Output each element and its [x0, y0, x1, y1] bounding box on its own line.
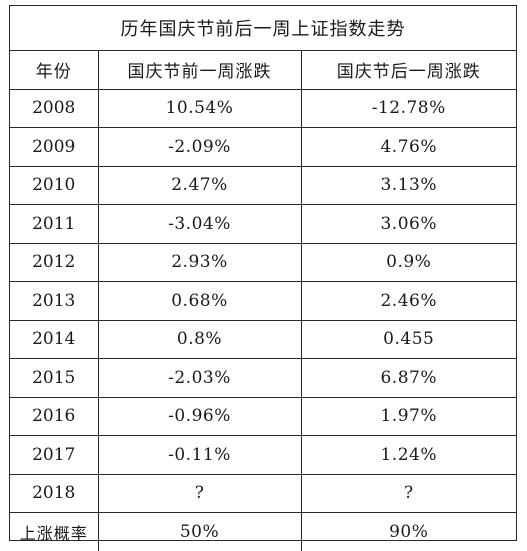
year-cell: 2017	[10, 435, 99, 475]
table-row: 2013 0.68% 2.46%	[10, 281, 516, 321]
after-cell: 0.9%	[301, 243, 516, 282]
table-row: 2011 -3.04% 3.06%	[10, 204, 516, 244]
table-row: 2008 10.54% -12.78%	[10, 89, 516, 128]
before-cell: 0.68%	[98, 281, 302, 321]
before-cell: -0.96%	[98, 397, 302, 436]
after-cell: 6.87%	[301, 358, 516, 398]
table-row: 2017 -0.11% 1.24%	[10, 435, 516, 475]
after-cell: 1.97%	[301, 397, 516, 436]
year-cell: 2008	[10, 89, 99, 128]
before-cell: -2.09%	[98, 127, 302, 167]
table-row: 2010 2.47% 3.13%	[10, 166, 516, 205]
table-row: 2015 -2.03% 6.87%	[10, 358, 516, 398]
year-cell: 2018	[10, 474, 99, 513]
before-cell: 10.54%	[98, 89, 302, 128]
after-cell: 3.13%	[301, 166, 516, 205]
before-cell: -2.03%	[98, 358, 302, 398]
after-cell: ?	[301, 474, 516, 513]
after-cell: 3.06%	[301, 204, 516, 244]
header-after: 国庆节后一周涨跌	[301, 51, 516, 90]
table-title: 历年国庆节前后一周上证指数走势	[10, 6, 516, 51]
year-cell: 2011	[10, 204, 99, 244]
header-row: 年份 国庆节前一周涨跌 国庆节后一周涨跌	[10, 51, 516, 90]
before-cell: -3.04%	[98, 204, 302, 244]
header-before: 国庆节前一周涨跌	[98, 51, 302, 90]
year-cell: 2009	[10, 127, 99, 167]
year-cell: 2014	[10, 320, 99, 359]
summary-after: 90%	[389, 521, 429, 542]
before-cell: ?	[98, 474, 302, 513]
data-table: 年份 国庆节前一周涨跌 国庆节后一周涨跌 2008 10.54% -12.78%…	[10, 51, 516, 551]
year-cell: 2015	[10, 358, 99, 398]
after-cell: -12.78%	[301, 89, 516, 128]
summary-label: 上涨概率	[10, 512, 99, 551]
before-cell: -0.11%	[98, 435, 302, 475]
after-cell: 4.76%	[301, 127, 516, 167]
after-cell: 2.46%	[301, 281, 516, 321]
table-row: 2014 0.8% 0.455	[10, 320, 516, 359]
table-row: 2009 -2.09% 4.76%	[10, 127, 516, 167]
table-row: 2016 -0.96% 1.97%	[10, 397, 516, 436]
table-row: 2018 ? ?	[10, 474, 516, 513]
before-cell: 0.8%	[98, 320, 302, 359]
year-cell: 2010	[10, 166, 99, 205]
after-cell: 0.455	[301, 320, 516, 359]
summary-before: 50%	[98, 512, 302, 551]
table-document: 历年国庆节前后一周上证指数走势 年份 国庆节前一周涨跌 国庆节后一周涨跌 200…	[9, 5, 517, 551]
after-cell: 1.24%	[301, 435, 516, 475]
before-cell: 2.93%	[98, 243, 302, 282]
summary-row: 上涨概率 50% 90%	[10, 512, 516, 551]
table-row: 2012 2.93% 0.9%	[10, 243, 516, 282]
header-year: 年份	[10, 51, 99, 90]
before-cell: 2.47%	[98, 166, 302, 205]
year-cell: 2016	[10, 397, 99, 436]
year-cell: 2012	[10, 243, 99, 282]
year-cell: 2013	[10, 281, 99, 321]
